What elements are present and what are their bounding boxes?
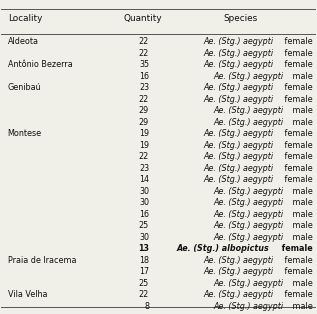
Text: 16: 16 bbox=[139, 72, 149, 81]
Text: female: female bbox=[282, 49, 313, 57]
Text: male: male bbox=[290, 118, 313, 127]
Text: male: male bbox=[290, 302, 313, 311]
Text: 13: 13 bbox=[138, 244, 149, 253]
Text: 29: 29 bbox=[139, 118, 149, 127]
Text: Ae. (Stg.) aegypti: Ae. (Stg.) aegypti bbox=[213, 279, 283, 288]
Text: male: male bbox=[290, 198, 313, 207]
Text: 18: 18 bbox=[139, 256, 149, 265]
Text: 35: 35 bbox=[139, 60, 149, 69]
Text: male: male bbox=[290, 187, 313, 196]
Text: Ae. (Stg.) aegypti: Ae. (Stg.) aegypti bbox=[203, 129, 273, 138]
Text: 22: 22 bbox=[139, 49, 149, 57]
Text: Aldeota: Aldeota bbox=[8, 37, 39, 46]
Text: Ae. (Stg.) aegypti: Ae. (Stg.) aegypti bbox=[203, 290, 273, 299]
Text: Ae. (Stg.) aegypti: Ae. (Stg.) aegypti bbox=[203, 267, 273, 276]
Text: female: female bbox=[282, 83, 313, 92]
Text: Vila Velha: Vila Velha bbox=[8, 290, 47, 299]
Text: Ae. (Stg.) aegypti: Ae. (Stg.) aegypti bbox=[213, 118, 283, 127]
Text: 8: 8 bbox=[144, 302, 149, 311]
Text: male: male bbox=[290, 279, 313, 288]
Text: Ae. (Stg.) aegypti: Ae. (Stg.) aegypti bbox=[213, 198, 283, 207]
Text: 22: 22 bbox=[139, 37, 149, 46]
Text: female: female bbox=[282, 95, 313, 104]
Text: Ae. (Stg.) aegypti: Ae. (Stg.) aegypti bbox=[213, 72, 283, 81]
Text: female: female bbox=[282, 129, 313, 138]
Text: male: male bbox=[290, 106, 313, 115]
Text: 22: 22 bbox=[139, 290, 149, 299]
Text: Ae. (Stg.) aegypti: Ae. (Stg.) aegypti bbox=[213, 233, 283, 242]
Text: Ae. (Stg.) aegypti: Ae. (Stg.) aegypti bbox=[203, 60, 273, 69]
Text: 30: 30 bbox=[139, 233, 149, 242]
Text: Ae. (Stg.) aegypti: Ae. (Stg.) aegypti bbox=[213, 210, 283, 219]
Text: 22: 22 bbox=[139, 95, 149, 104]
Text: Ae. (Stg.) aegypti: Ae. (Stg.) aegypti bbox=[203, 141, 273, 150]
Text: Ae. (Stg.) aegypti: Ae. (Stg.) aegypti bbox=[203, 49, 273, 57]
Text: Ae. (Stg.) aegypti: Ae. (Stg.) aegypti bbox=[203, 175, 273, 184]
Text: male: male bbox=[290, 72, 313, 81]
Text: 25: 25 bbox=[139, 279, 149, 288]
Text: 19: 19 bbox=[139, 129, 149, 138]
Text: 30: 30 bbox=[139, 198, 149, 207]
Text: 25: 25 bbox=[139, 221, 149, 230]
Text: 17: 17 bbox=[139, 267, 149, 276]
Text: Quantity: Quantity bbox=[124, 14, 163, 23]
Text: 23: 23 bbox=[139, 164, 149, 173]
Text: Ae. (Stg.) aegypti: Ae. (Stg.) aegypti bbox=[203, 83, 273, 92]
Text: female: female bbox=[282, 267, 313, 276]
Text: 19: 19 bbox=[139, 141, 149, 150]
Text: Montese: Montese bbox=[8, 129, 42, 138]
Text: female: female bbox=[282, 152, 313, 161]
Text: female: female bbox=[282, 37, 313, 46]
Text: 16: 16 bbox=[139, 210, 149, 219]
Text: 14: 14 bbox=[139, 175, 149, 184]
Text: female: female bbox=[282, 256, 313, 265]
Text: 22: 22 bbox=[139, 152, 149, 161]
Text: Ae. (Stg.) aegypti: Ae. (Stg.) aegypti bbox=[213, 106, 283, 115]
Text: Locality: Locality bbox=[8, 14, 42, 23]
Text: 23: 23 bbox=[139, 83, 149, 92]
Text: Ae. (Stg.) aegypti: Ae. (Stg.) aegypti bbox=[213, 187, 283, 196]
Text: 30: 30 bbox=[139, 187, 149, 196]
Text: female: female bbox=[282, 175, 313, 184]
Text: female: female bbox=[282, 164, 313, 173]
Text: female: female bbox=[279, 244, 313, 253]
Text: male: male bbox=[290, 210, 313, 219]
Text: female: female bbox=[282, 60, 313, 69]
Text: Species: Species bbox=[223, 14, 257, 23]
Text: Genibaú: Genibaú bbox=[8, 83, 41, 92]
Text: Ae. (Stg.) aegypti: Ae. (Stg.) aegypti bbox=[203, 95, 273, 104]
Text: Ae. (Stg.) aegypti: Ae. (Stg.) aegypti bbox=[203, 37, 273, 46]
Text: Praia de Iracema: Praia de Iracema bbox=[8, 256, 76, 265]
Text: male: male bbox=[290, 233, 313, 242]
Text: Ae. (Stg.) aegypti: Ae. (Stg.) aegypti bbox=[203, 164, 273, 173]
Text: Ae. (Stg.) aegypti: Ae. (Stg.) aegypti bbox=[203, 152, 273, 161]
Text: Ae. (Stg.) aegypti: Ae. (Stg.) aegypti bbox=[213, 302, 283, 311]
Text: Antônio Bezerra: Antônio Bezerra bbox=[8, 60, 72, 69]
Text: Ae. (Stg.) aegypti: Ae. (Stg.) aegypti bbox=[213, 221, 283, 230]
Text: male: male bbox=[290, 221, 313, 230]
Text: female: female bbox=[282, 141, 313, 150]
Text: female: female bbox=[282, 290, 313, 299]
Text: 29: 29 bbox=[139, 106, 149, 115]
Text: Ae. (Stg.) aegypti: Ae. (Stg.) aegypti bbox=[203, 256, 273, 265]
Text: Ae. (Stg.) albopictus: Ae. (Stg.) albopictus bbox=[177, 244, 269, 253]
